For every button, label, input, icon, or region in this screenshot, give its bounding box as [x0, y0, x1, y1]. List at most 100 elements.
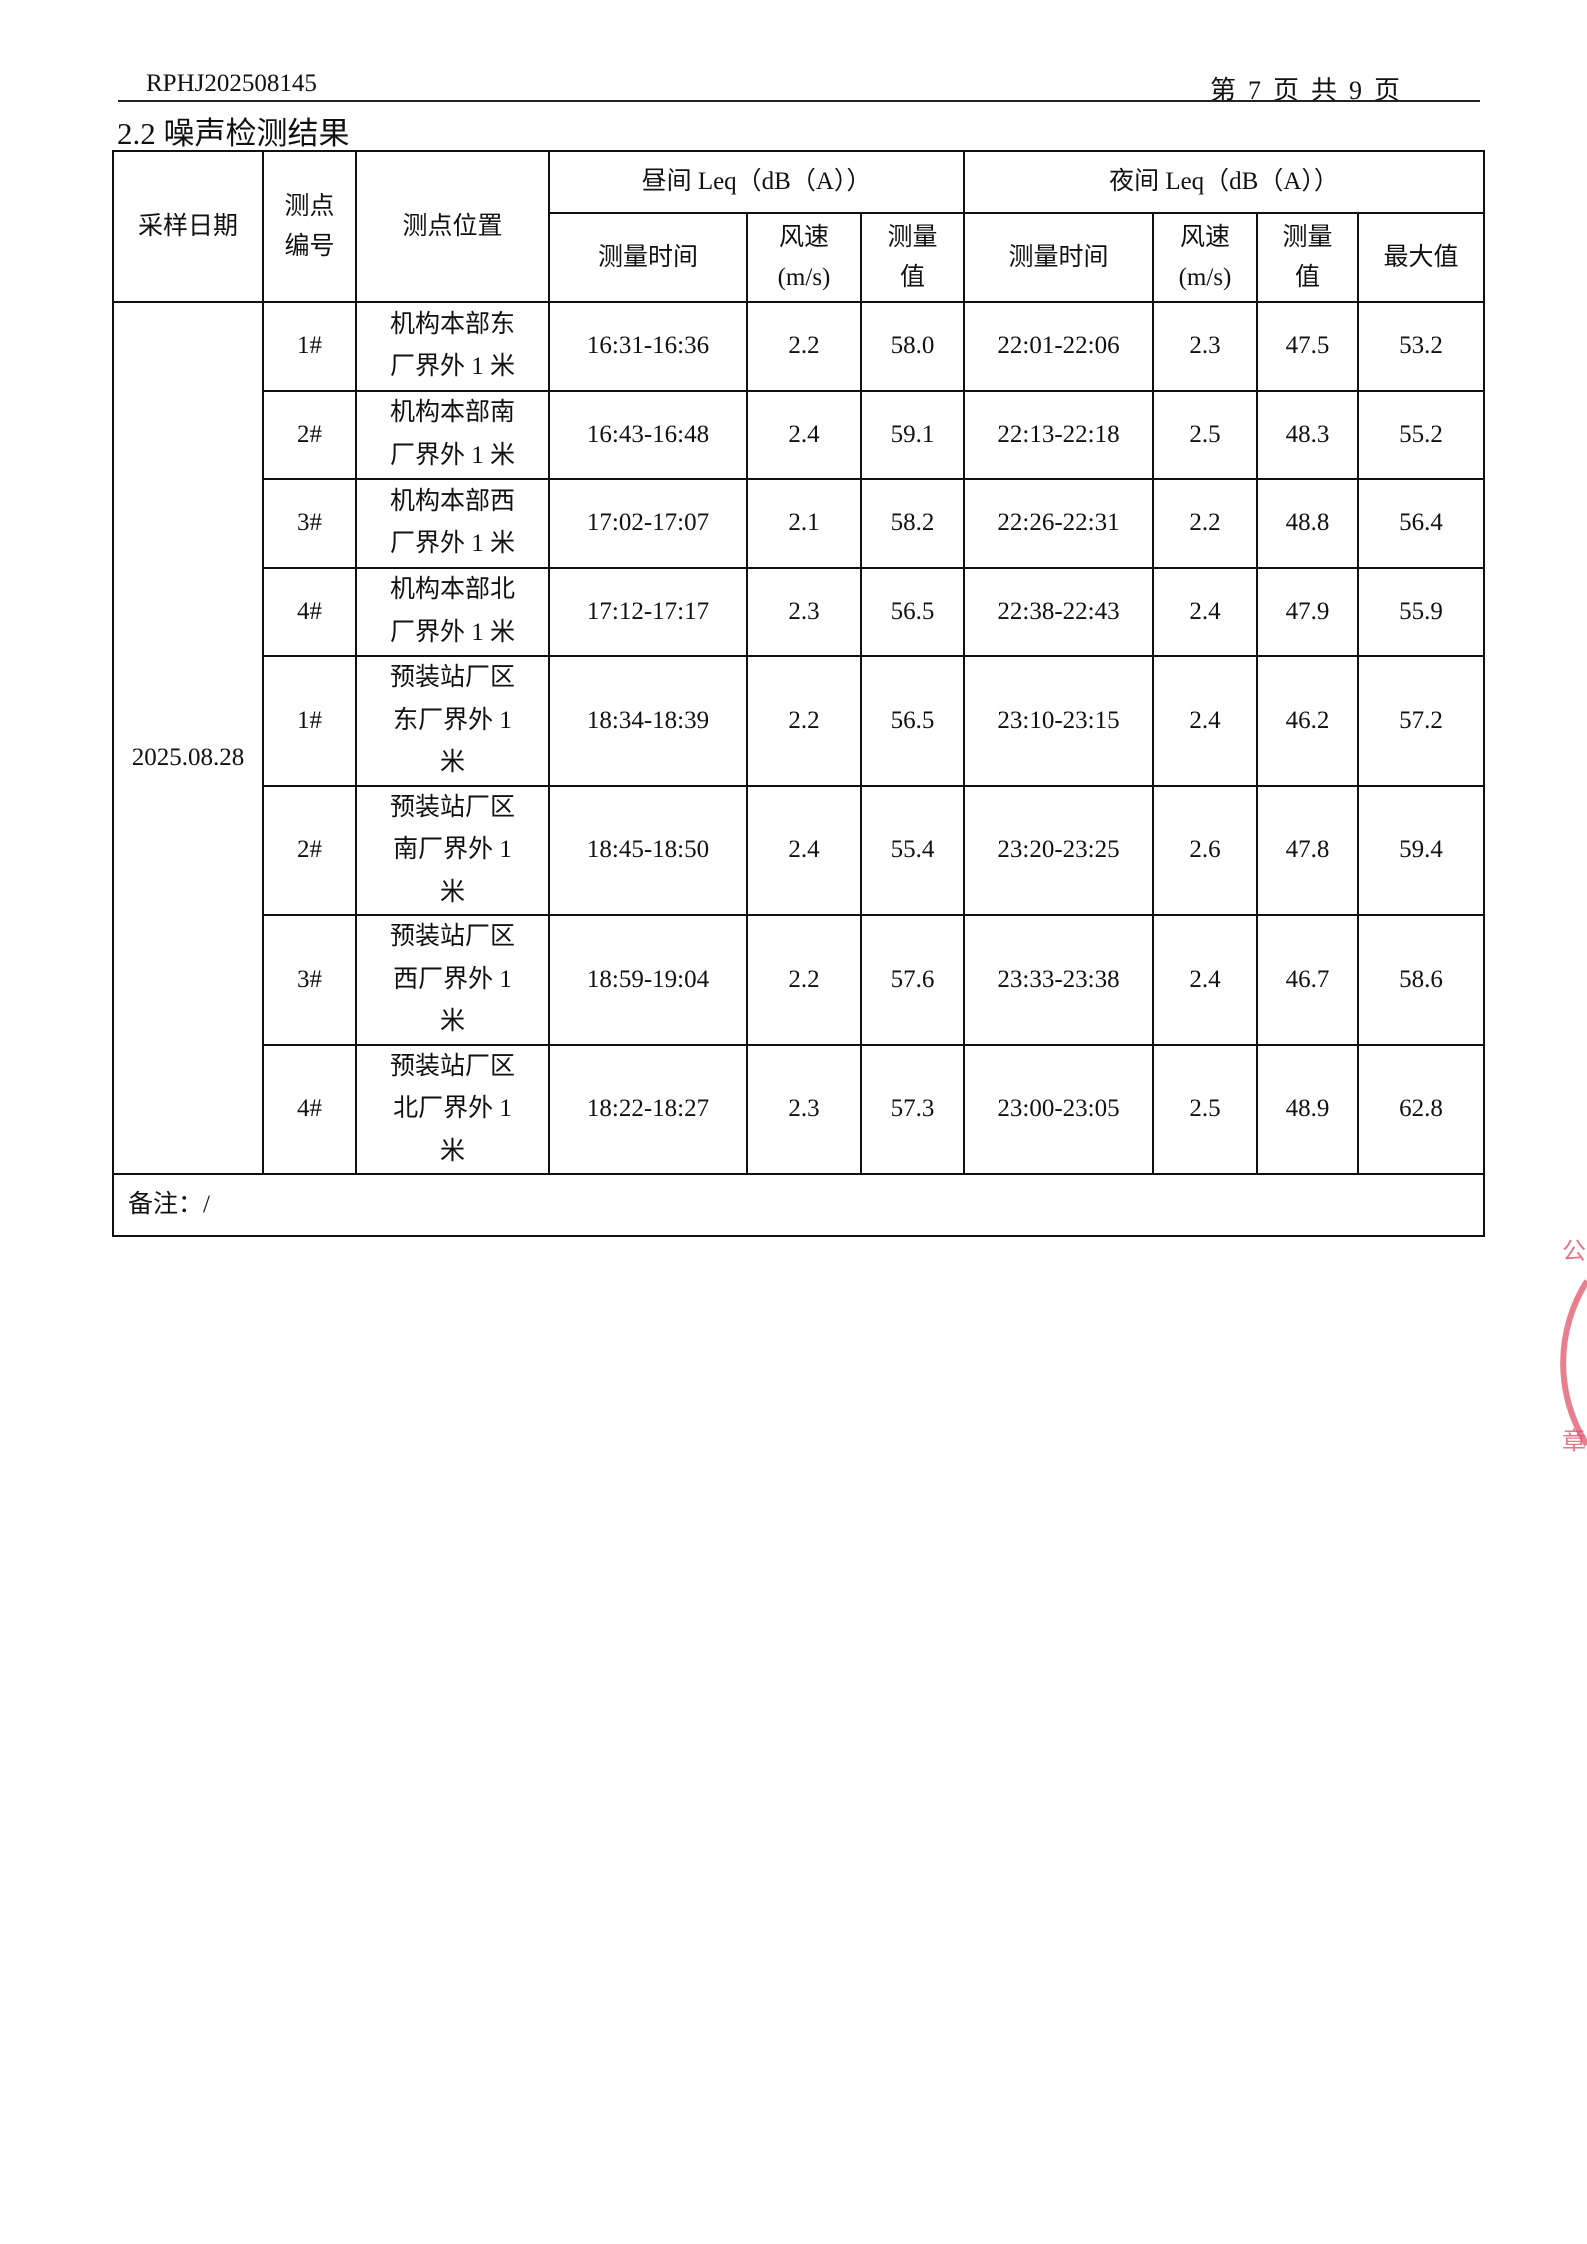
cell-day-time: 18:34-18:39: [548, 655, 748, 787]
cell-night-time: 22:26-22:31: [963, 478, 1154, 569]
table-row: 2# 机构本部南厂界外 1 米 16:43-16:48 2.4 59.1 22:13-22…: [113, 389, 1485, 480]
cell-loc: 预装站厂区西厂界外 1 米: [355, 914, 550, 1046]
cell-day-val: 57.3: [860, 1043, 965, 1175]
stamp-glyph: 公: [1562, 1239, 1586, 1265]
official-stamp: [1560, 1200, 1587, 1520]
cell-loc: 机构本部东厂界外 1 米: [355, 301, 550, 392]
cell-no: 3#: [262, 478, 357, 569]
cell-day-time: 16:43-16:48: [548, 389, 748, 480]
report-number: RPHJ202508145: [146, 70, 317, 97]
cell-no: 1#: [262, 301, 357, 392]
header-day-wind-text: 风速(m/s): [777, 223, 831, 291]
header-night-wind: 风速(m/s): [1152, 212, 1258, 303]
cell-day-wind: 2.3: [746, 1043, 862, 1175]
cell-day-time: 17:12-17:17: [548, 566, 748, 657]
header-night-value-text: 测量值: [1282, 223, 1333, 291]
cell-day-wind: 2.3: [746, 566, 862, 657]
location-text: 机构本部南厂界外 1 米: [390, 399, 516, 469]
location-text: 预装站厂区东厂界外 1 米: [390, 664, 516, 776]
remark-row: 备注：/: [112, 1173, 1485, 1237]
header-max: 最大值: [1357, 212, 1485, 303]
cell-night-wind: 2.5: [1152, 1043, 1258, 1175]
cell-no: 2#: [262, 389, 357, 480]
cell-night-time: 23:10-23:15: [963, 655, 1154, 787]
cell-night-val: 47.8: [1256, 784, 1359, 916]
cell-night-time: 23:20-23:25: [963, 784, 1154, 916]
table-row: 2# 预装站厂区南厂界外 1 米 18:45-18:50 2.4 55.4 23:20-2…: [113, 784, 1485, 916]
cell-night-val: 46.7: [1256, 914, 1359, 1046]
cell-night-val: 48.8: [1256, 478, 1359, 569]
location-text: 预装站厂区北厂界外 1 米: [390, 1052, 516, 1165]
header-night-time: 测量时间: [963, 212, 1154, 303]
cell-day-val: 56.5: [860, 655, 965, 787]
cell-day-time: 18:59-19:04: [548, 914, 748, 1046]
header-day-time: 测量时间: [548, 212, 748, 303]
cell-max: 59.4: [1357, 784, 1485, 916]
table-row: 3# 预装站厂区西厂界外 1 米 18:59-19:04 2.2 57.6 23:33-2…: [113, 914, 1485, 1046]
location-text: 机构本部东厂界外 1 米: [390, 310, 516, 381]
cell-night-time: 22:13-22:18: [963, 389, 1154, 480]
header-day-wind: 风速(m/s): [746, 212, 862, 303]
location-text: 机构本部西厂界外 1 米: [390, 487, 516, 558]
table-row: 1# 预装站厂区东厂界外 1 米 18:34-18:39 2.2 56.5 23:10-2…: [113, 655, 1485, 787]
header-point-no-text: 测点编号: [284, 192, 335, 260]
cell-night-val: 48.9: [1256, 1043, 1359, 1175]
cell-night-wind: 2.4: [1152, 655, 1258, 787]
header-point-no: 测点编号: [262, 150, 357, 303]
stamp-glyph: 章: [1562, 1429, 1586, 1455]
cell-day-time: 17:02-17:07: [548, 478, 748, 569]
cell-max: 58.6: [1357, 914, 1485, 1046]
cell-loc: 机构本部北厂界外 1 米: [355, 566, 550, 657]
cell-day-wind: 2.2: [746, 914, 862, 1046]
cell-night-val: 46.2: [1256, 655, 1359, 787]
header-location: 测点位置: [355, 150, 550, 303]
location-text: 预装站厂区南厂界外 1 米: [390, 793, 516, 906]
location-text: 机构本部北厂界外 1 米: [390, 576, 516, 646]
table-row: 4# 机构本部北厂界外 1 米 17:12-17:17 2.3 56.5 22:38-22…: [113, 566, 1485, 657]
cell-no: 4#: [262, 1043, 357, 1175]
cell-night-time: 23:00-23:05: [963, 1043, 1154, 1175]
cell-night-time: 22:01-22:06: [963, 301, 1154, 392]
page-total: 9: [1349, 76, 1365, 105]
cell-max: 57.2: [1357, 655, 1485, 787]
cell-day-wind: 2.1: [746, 478, 862, 569]
cell-day-time: 18:22-18:27: [548, 1043, 748, 1175]
location-text: 预装站厂区西厂界外 1 米: [390, 923, 516, 1035]
cell-max: 56.4: [1357, 478, 1485, 569]
header-night-wind-text: 风速(m/s): [1178, 223, 1232, 291]
cell-night-val: 47.5: [1256, 301, 1359, 392]
cell-day-val: 56.5: [860, 566, 965, 657]
cell-loc: 预装站厂区东厂界外 1 米: [355, 655, 550, 787]
cell-day-time: 18:45-18:50: [548, 784, 748, 916]
cell-no: 2#: [262, 784, 357, 916]
cell-day-wind: 2.2: [746, 301, 862, 392]
cell-max: 55.2: [1357, 389, 1485, 480]
header-rule: [118, 100, 1480, 102]
stamp-arc: [1560, 1279, 1587, 1447]
page-current: 7: [1248, 76, 1264, 105]
header-day-group: 昼间 Leq（dB（A））: [548, 150, 965, 214]
cell-loc: 预装站厂区南厂界外 1 米: [355, 784, 550, 916]
cell-night-val: 47.9: [1256, 566, 1359, 657]
section-title: 2.2 噪声检测结果: [117, 116, 350, 151]
cell-day-val: 55.4: [860, 784, 965, 916]
cell-day-val: 58.0: [860, 301, 965, 392]
remark: 备注：/: [112, 1173, 1485, 1237]
sampling-date: 2025.08.28: [112, 301, 264, 1175]
cell-no: 1#: [262, 655, 357, 787]
table-row: 4# 预装站厂区北厂界外 1 米 18:22-18:27 2.3 57.3 23:00-2…: [113, 1043, 1485, 1175]
cell-day-wind: 2.4: [746, 784, 862, 916]
cell-night-wind: 2.2: [1152, 478, 1258, 569]
cell-day-val: 58.2: [860, 478, 965, 569]
header-date: 采样日期: [112, 150, 264, 303]
cell-loc: 预装站厂区北厂界外 1 米: [355, 1043, 550, 1175]
table-row: 2025.08.28 1# 机构本部东厂界外 1 米 16:31-16:36 2.2 58…: [112, 301, 1485, 1175]
header-night-group: 夜间 Leq（dB（A））: [963, 150, 1485, 214]
cell-night-wind: 2.3: [1152, 301, 1258, 392]
cell-night-wind: 2.6: [1152, 784, 1258, 916]
table-row: 3# 机构本部西厂界外 1 米 17:02-17:07 2.1 58.2 22:26-22…: [113, 478, 1485, 569]
cell-no: 3#: [262, 914, 357, 1046]
header-day-value: 测量值: [860, 212, 965, 303]
cell-night-time: 23:33-23:38: [963, 914, 1154, 1046]
cell-no: 4#: [262, 566, 357, 657]
